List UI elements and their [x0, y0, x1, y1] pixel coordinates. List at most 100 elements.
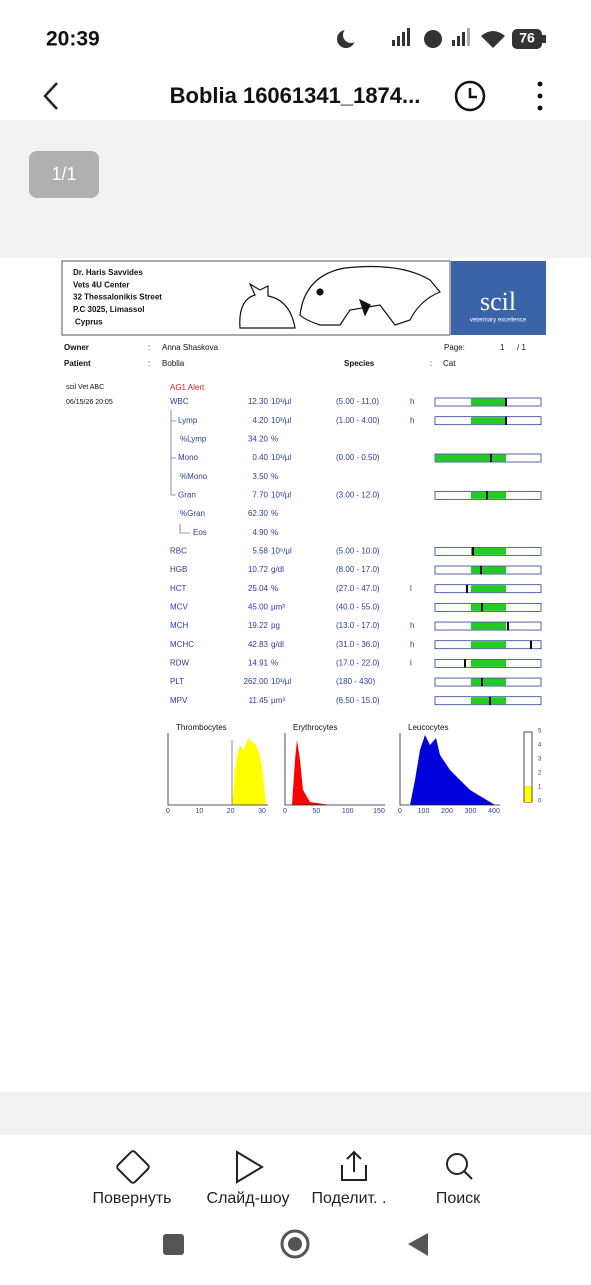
test-value: 4.90: [252, 528, 268, 537]
nav-home[interactable]: [280, 1229, 310, 1259]
gauge-marker: [490, 454, 492, 463]
histogram-tick: 0: [166, 808, 170, 815]
histogram-axes: [284, 733, 385, 806]
test-value: 25.04: [248, 584, 269, 593]
test-range: (3.00 - 12.0): [336, 490, 380, 499]
test-value: 12.30: [248, 397, 269, 406]
histogram-tick: 300: [465, 808, 477, 815]
time: 20:39: [46, 28, 100, 51]
clinic-line: 32 Thessalonikis Street: [73, 293, 162, 302]
test-flag: h: [410, 640, 414, 649]
scale-tick: 1: [538, 785, 542, 791]
gauge-marker: [507, 622, 509, 631]
histogram-tick: 100: [342, 808, 354, 815]
test-name: WBC: [170, 397, 189, 406]
test-unit: %: [271, 584, 278, 593]
histogram-tick: 200: [441, 808, 453, 815]
test-name: RDW: [170, 658, 190, 667]
gauge-normal: [471, 585, 506, 593]
test-name: Eos: [193, 528, 207, 537]
test-name: HCT: [170, 584, 187, 593]
bottom-action[interactable]: Слайд-шоу: [207, 1190, 290, 1207]
test-flag: h: [410, 621, 414, 630]
test-range: (0.00 - 0.50): [336, 453, 380, 462]
bottom-action[interactable]: Поделит. .: [312, 1190, 387, 1207]
gauge-normal: [435, 454, 506, 462]
gauge-normal: [471, 678, 506, 686]
logo-tagline: veterinary excellence: [470, 318, 527, 324]
test-name: RBC: [170, 546, 187, 555]
clinic-line: Vets 4U Center: [73, 280, 129, 289]
histogram-shape: [292, 740, 330, 805]
scale-tick: 3: [538, 757, 542, 763]
test-unit: 10³/µl: [271, 490, 291, 499]
history-button[interactable]: [454, 80, 486, 112]
test-name: %Mono: [180, 472, 208, 481]
bottom-action[interactable]: Поиск: [436, 1190, 481, 1207]
logo-name: scil: [480, 287, 516, 316]
scale-tick: 0: [538, 799, 542, 805]
bottom-action[interactable]: Повернуть: [92, 1190, 171, 1207]
histogram-tick: 10: [195, 808, 203, 815]
test-value: 7.70: [252, 490, 268, 499]
cat-dog-illustration: [239, 265, 441, 329]
header-box: [61, 260, 451, 336]
histogram-tick: 400: [488, 808, 500, 815]
test-range: (8.00 - 17.0): [336, 565, 380, 574]
test-name: MCHC: [170, 640, 194, 649]
scale-tick: 2: [538, 771, 542, 777]
gauge-marker: [489, 696, 491, 705]
histogram-tick: 20: [227, 808, 235, 815]
histogram-tick: 100: [418, 808, 430, 815]
page-total: / 1: [517, 343, 526, 352]
test-name: Lymp: [178, 416, 198, 425]
test-name: MCV: [170, 602, 188, 611]
test-value: 14.91: [248, 658, 269, 667]
test-value: 42.83: [248, 640, 269, 649]
nav-recent[interactable]: [163, 1234, 184, 1255]
gauge-marker: [466, 584, 468, 593]
scale-tick: 4: [538, 743, 542, 749]
test-name: HGB: [170, 565, 187, 574]
nav-back[interactable]: [408, 1233, 428, 1256]
test-value: 5.58: [252, 546, 268, 555]
test-range: (5.00 - 10.0): [336, 546, 380, 555]
test-unit: 10³/µl: [271, 397, 291, 406]
label: Patient: [64, 359, 91, 368]
gauge-normal: [471, 659, 506, 667]
test-range: (31.0 - 36.0): [336, 640, 380, 649]
tree-line: [170, 410, 190, 534]
test-range: (1.00 - 4.00): [336, 416, 380, 425]
gauge-marker: [464, 659, 466, 668]
instrument: scil Vet ABC: [66, 384, 104, 391]
viewer-bg: [0, 1092, 591, 1135]
test-name: Gran: [178, 490, 196, 499]
test-unit: %: [271, 509, 278, 518]
gauge-marker: [530, 640, 532, 649]
clinic-line: P.C 3025, Limassol: [73, 305, 144, 314]
test-range: (6.50 - 15.0): [336, 696, 380, 705]
test-value: 4.20: [252, 416, 268, 425]
gauge-normal: [471, 566, 506, 574]
test-value: 10.72: [248, 565, 269, 574]
histogram-tick: 50: [312, 808, 320, 815]
gauge-normal: [471, 697, 506, 705]
test-value: 45.00: [248, 602, 269, 611]
test-value: 3.50: [252, 472, 268, 481]
label: Owner: [64, 343, 89, 352]
logo-bg: [451, 261, 546, 335]
gauge-marker: [480, 566, 482, 575]
test-value: 262.00: [244, 677, 269, 686]
document-title: Boblia 16061341_1874...: [170, 83, 421, 108]
gauge-normal: [471, 547, 506, 555]
test-name: MCH: [170, 621, 188, 630]
back-button[interactable]: [43, 82, 58, 110]
scale-fill: [524, 786, 532, 802]
test-unit: g/dl: [271, 565, 284, 574]
menu-button[interactable]: [537, 81, 543, 111]
test-range: (5.00 - 11.0): [336, 397, 379, 406]
test-unit: %: [271, 658, 278, 667]
histogram-tick: 0: [283, 808, 287, 815]
histogram-axes: [399, 733, 500, 806]
